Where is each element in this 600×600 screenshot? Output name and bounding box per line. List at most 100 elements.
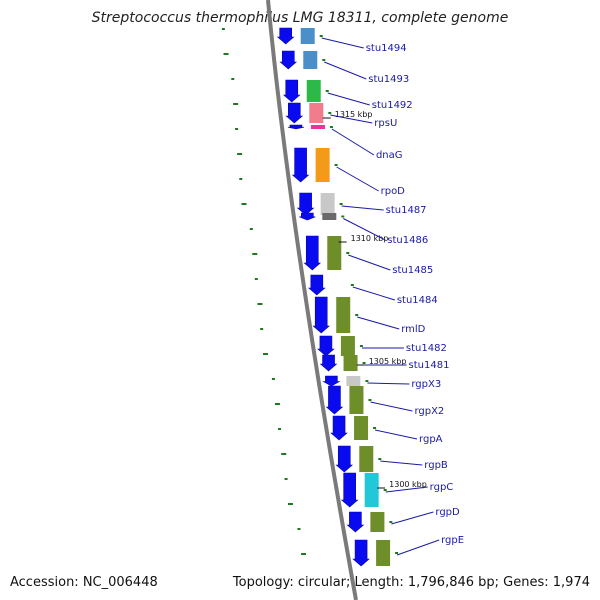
cds-arrow (299, 212, 316, 221)
category-block (359, 446, 374, 472)
gene-labels: stu1494 stu1493 stu1492 rpsU dnaG rpoD stu1487… (321, 37, 464, 556)
label-leader (321, 37, 364, 49)
position-tick (328, 112, 332, 114)
gene-label: rgpD (435, 507, 460, 518)
category-block (354, 416, 369, 440)
cds-arrow (285, 102, 304, 124)
gene-label: stu1484 (397, 295, 438, 306)
genome-backbone (266, 0, 358, 600)
gene-label: stu1492 (372, 100, 413, 111)
kbp-label: 1315 kbp (335, 110, 373, 119)
position-tick (355, 314, 359, 316)
cds-arrow (291, 147, 310, 183)
tick-track (319, 35, 399, 554)
label-leader (367, 382, 410, 385)
category-block (346, 376, 361, 386)
label-leader (385, 486, 428, 493)
gc-skew-mark (223, 53, 229, 55)
label-leader (331, 128, 375, 156)
gc-skew-mark (301, 553, 307, 555)
gc-skew-mark (239, 178, 243, 180)
cds-arrow (276, 27, 295, 45)
label-leader (396, 539, 440, 556)
gc-skew-mark (235, 128, 239, 130)
gene-label: stu1487 (386, 205, 427, 216)
position-tick (319, 35, 323, 37)
gc-skew-mark (257, 303, 263, 305)
position-tick (334, 164, 338, 166)
label-leader (336, 166, 379, 192)
gene-label: rgpE (441, 535, 464, 546)
gc-skew-mark (274, 403, 280, 405)
position-tick (365, 380, 369, 382)
position-tick (368, 399, 372, 401)
cds-arrow (322, 375, 341, 387)
gene-label: rpsU (374, 118, 397, 129)
gc-skew-mark (271, 378, 275, 380)
gc-skew-mark (278, 428, 282, 430)
category-block (306, 80, 321, 102)
map-title: Streptococcus thermophilus LMG 18311, co… (91, 10, 509, 26)
position-tick (395, 552, 399, 554)
gc-skew-mark (221, 28, 225, 30)
genome-summary: Topology: circular; Length: 1,796,846 bp… (232, 575, 590, 590)
cds-arrow (325, 385, 344, 415)
gc-skew-mark (233, 103, 239, 105)
gc-skew-mark (260, 328, 264, 330)
category-block (322, 213, 337, 220)
cds-arrow (312, 296, 331, 334)
gc-skew-mark (241, 203, 247, 205)
gc-skew-mark (249, 228, 253, 230)
position-tick (322, 59, 326, 61)
gc-skew-track (221, 28, 307, 555)
position-tick (341, 215, 345, 218)
kbp-label: 1305 kbp (369, 357, 407, 366)
gene-label: rmlD (401, 324, 425, 335)
cds-arrow (319, 354, 338, 372)
gene-label: stu1486 (387, 235, 428, 246)
gc-skew-mark (287, 503, 293, 505)
position-tick (378, 458, 382, 460)
accession-text: Accession: NC_006448 (10, 575, 158, 590)
gc-skew-mark (281, 453, 287, 455)
category-block (336, 297, 351, 333)
category-block (340, 336, 355, 356)
kbp-label: 1310 kbp (351, 234, 389, 243)
gc-skew-mark (284, 478, 288, 480)
category-block (327, 236, 342, 270)
label-leader (391, 511, 434, 525)
label-leader (341, 205, 384, 211)
gene-label: stu1482 (406, 343, 447, 354)
category-block (376, 540, 391, 566)
gc-skew-mark (254, 278, 258, 280)
gene-label: rpoD (381, 186, 406, 197)
gene-label: stu1481 (409, 360, 450, 371)
gene-label: dnaG (376, 150, 403, 161)
position-tick (359, 345, 363, 347)
label-leader (374, 429, 418, 440)
category-block (370, 512, 385, 532)
position-tick (339, 203, 343, 205)
gc-skew-mark (237, 153, 243, 155)
gene-label: rgpA (419, 434, 443, 445)
cds-arrow (296, 192, 315, 216)
gene-label: stu1493 (368, 74, 409, 85)
kbp-label: 1300 kbp (389, 480, 427, 489)
cds-arrow (317, 335, 335, 357)
gc-skew-mark (231, 78, 235, 80)
cds-arrow (330, 415, 348, 441)
cds-arrow (308, 274, 326, 296)
label-leader (327, 92, 370, 106)
position-tick (373, 427, 377, 429)
gc-skew-mark (252, 253, 258, 255)
category-block (303, 51, 318, 69)
gc-skew-mark (297, 528, 301, 530)
position-tick (346, 252, 350, 254)
gc-skew-mark (262, 353, 268, 355)
category-block (315, 148, 330, 182)
position-tick (329, 126, 333, 128)
cds-arrow (279, 50, 298, 70)
category-block (300, 28, 315, 44)
category-block (349, 386, 364, 414)
kbp-markers: 1315 kbp 1310 kbp 1305 kbp 1300 kbp (322, 110, 427, 489)
